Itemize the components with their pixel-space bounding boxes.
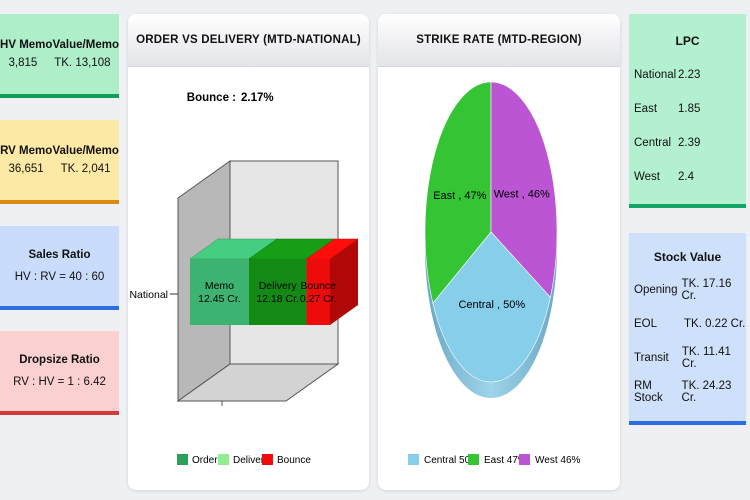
lpc-row-central: Central 2.39 bbox=[629, 126, 746, 160]
lpc-row-east: East 1.85 bbox=[629, 92, 746, 126]
pie-label-east: East , 47% bbox=[433, 190, 486, 202]
pie-slice-east bbox=[424, 81, 492, 304]
lpc-row-west: West 2.4 bbox=[629, 160, 746, 194]
category-label: National bbox=[129, 289, 168, 301]
strike-chart-svg: East , 47% West , 46% Central , 50% Centra… bbox=[408, 81, 581, 466]
dropsize-ratio-card: Dropsize Ratio RV : HV = 1 : 6.42 bbox=[0, 331, 119, 415]
hv-memo-card: HV Memo Value/Memo 3,815 TK. 13,108 bbox=[0, 14, 119, 98]
legend-swatch-east bbox=[468, 454, 479, 465]
hv-value-memo-value: TK. 13,108 bbox=[54, 57, 111, 69]
stock-label: EOL bbox=[634, 318, 658, 330]
sales-ratio-card: Sales Ratio HV : RV = 40 : 60 bbox=[0, 226, 119, 310]
legend-swatch-delivery bbox=[218, 454, 229, 465]
chart-floor bbox=[176, 363, 340, 402]
lpc-label: National bbox=[634, 69, 677, 81]
legend-swatch-central bbox=[408, 454, 419, 465]
stock-value: TK. 17.16 Cr. bbox=[681, 278, 732, 302]
pie-label-central: Central , 50% bbox=[458, 299, 525, 311]
lpc-label: Central bbox=[634, 137, 672, 149]
stock-value-card: Stock Value Opening TK. 17.16 Cr. EOL TK. 0… bbox=[629, 233, 746, 425]
rv-value-memo-label: Value/Memo bbox=[52, 145, 119, 157]
legend-order: Order bbox=[192, 455, 218, 466]
bar-label-bounce: Bounce bbox=[300, 280, 336, 292]
rv-memo-card: RV Memo Value/Memo 36,651 TK. 2,041 bbox=[0, 120, 119, 204]
stock-row-transit: Transit TK. 11.41 Cr. bbox=[629, 341, 746, 375]
bounce-label: Bounce : bbox=[187, 92, 236, 104]
stock-value-title: Stock Value bbox=[653, 250, 722, 264]
lpc-value: 2.23 bbox=[678, 69, 701, 81]
stock-value: TK. 24.23 Cr. bbox=[681, 380, 732, 404]
strike-rate-panel: STRIKE RATE (MTD-REGION) East , 47% West … bbox=[378, 14, 620, 490]
bar-side-bounce bbox=[330, 239, 358, 325]
pie-slice-central bbox=[432, 231, 551, 383]
lpc-value: 2.39 bbox=[678, 137, 701, 149]
lpc-card: LPC National 2.23 East 1.85 Central 2.39 West 2… bbox=[629, 14, 746, 208]
stock-row-rm-stock: RM Stock TK. 24.23 Cr. bbox=[629, 375, 746, 409]
stock-label: RM Stock bbox=[634, 380, 663, 404]
legend-swatch-west bbox=[519, 454, 530, 465]
stock-value: TK. 0.22 Cr. bbox=[684, 318, 746, 330]
sales-ratio-label: Sales Ratio bbox=[28, 249, 91, 261]
stock-row-eol: EOL TK. 0.22 Cr. bbox=[629, 307, 746, 341]
order-chart-title: ORDER VS DELIVERY (MTD-NATIONAL) bbox=[128, 14, 369, 67]
lpc-value: 2.4 bbox=[678, 171, 694, 183]
bounce-value: 2.17% bbox=[241, 92, 274, 104]
dropsize-ratio-label: Dropsize Ratio bbox=[19, 354, 100, 366]
bar-label-delivery: Delivery bbox=[259, 280, 298, 292]
stock-label: Transit bbox=[634, 352, 669, 364]
bar-front-delivery bbox=[248, 259, 307, 325]
bar-label-order: Memo bbox=[205, 280, 234, 292]
stock-value: TK. 11.41 Cr. bbox=[681, 346, 731, 370]
legend-swatch-bounce bbox=[262, 454, 273, 465]
bar-value-delivery: 12.18 Cr. bbox=[256, 293, 299, 305]
stock-label: Opening bbox=[634, 284, 678, 296]
hv-value-memo-label: Value/Memo bbox=[52, 39, 119, 51]
legend-east: East 47% bbox=[484, 455, 527, 466]
hv-memo-value: 3,815 bbox=[8, 57, 38, 69]
bar-value-order: 12.45 Cr. bbox=[198, 293, 241, 305]
dropsize-ratio-value: RV : HV = 1 : 6.42 bbox=[13, 376, 106, 388]
lpc-label: West bbox=[634, 171, 660, 183]
stock-row-opening: Opening TK. 17.16 Cr. bbox=[629, 273, 746, 307]
hv-memo-label: HV Memo bbox=[0, 39, 53, 51]
legend-west: West 46% bbox=[535, 455, 581, 466]
rv-value-memo-value: TK. 2,041 bbox=[60, 163, 111, 175]
bar-front-bounce bbox=[306, 259, 330, 325]
legend-delivery: Delivery bbox=[233, 455, 269, 466]
pie-label-west: West , 46% bbox=[494, 189, 550, 201]
strike-chart-title: STRIKE RATE (MTD-REGION) bbox=[378, 14, 620, 67]
rv-memo-label: RV Memo bbox=[0, 145, 53, 157]
lpc-title: LPC bbox=[675, 34, 700, 48]
legend-swatch-order bbox=[177, 454, 188, 465]
sales-ratio-value: HV : RV = 40 : 60 bbox=[14, 271, 105, 283]
pie-chart: East , 47% West , 46% Central , 50% bbox=[424, 81, 558, 398]
rv-memo-value: 36,651 bbox=[8, 163, 44, 175]
bar-value-bounce: 0.27 Cr. bbox=[300, 293, 337, 305]
pie-slice-west bbox=[490, 81, 558, 298]
lpc-row-national: National 2.23 bbox=[629, 58, 746, 92]
legend-bounce: Bounce bbox=[277, 455, 311, 466]
order-delivery-panel: ORDER VS DELIVERY (MTD-NATIONAL) Bounce … bbox=[128, 14, 369, 490]
bar-front-order bbox=[190, 259, 249, 325]
lpc-value: 1.85 bbox=[678, 103, 701, 115]
lpc-label: East bbox=[634, 103, 658, 115]
